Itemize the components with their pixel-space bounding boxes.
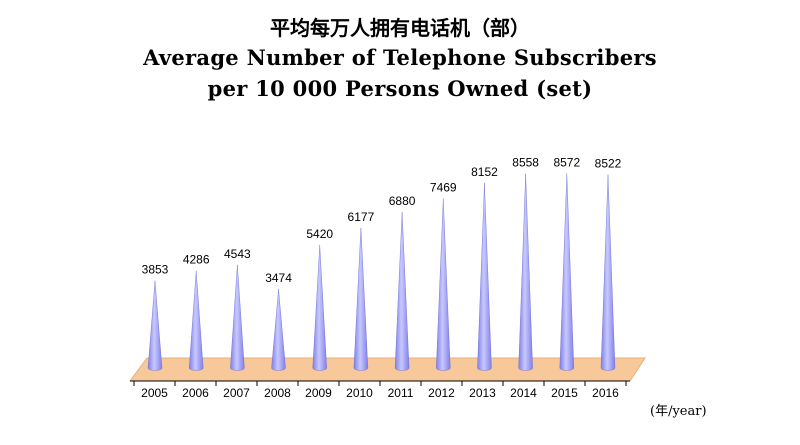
cone-bar <box>477 182 492 371</box>
x-tick-label: 2006 <box>182 386 209 400</box>
data-label: 8522 <box>595 157 622 171</box>
data-label: 3853 <box>142 263 169 277</box>
cone-bar-body <box>353 227 369 371</box>
x-tick-label: 2015 <box>551 386 578 400</box>
cone-bar-body <box>436 198 451 371</box>
chart-title-en-line2: per 10 000 Persons Owned (set) <box>207 76 593 101</box>
cone-bar <box>147 280 163 371</box>
data-label: 3474 <box>265 271 292 285</box>
data-label: 4543 <box>224 247 251 261</box>
chart-title-en-line1: Average Number of Telephone Subscribers <box>143 45 657 70</box>
cone-bar <box>312 244 327 371</box>
data-label: 7469 <box>430 180 457 194</box>
cone-bar-body <box>394 211 410 371</box>
cone-bar-body <box>518 173 533 371</box>
cone-bar-body <box>312 244 327 371</box>
chart-title-block: 平均每万人拥有电话机（部） Average Number of Telephon… <box>0 14 800 104</box>
x-tick-label: 2007 <box>223 386 250 400</box>
x-tick-label: 2011 <box>388 386 414 400</box>
x-tick-label: 2013 <box>469 386 496 400</box>
cone-bar-body <box>559 173 575 371</box>
x-axis-unit-label: (年/year) <box>650 404 707 419</box>
cone-bar <box>518 173 533 371</box>
x-tick-label: 2009 <box>305 386 332 400</box>
cone-bar <box>394 211 410 371</box>
cone-bar-body <box>230 264 245 371</box>
chart-title-zh: 平均每万人拥有电话机（部） <box>270 16 530 40</box>
cone-bar <box>600 174 616 371</box>
x-tick-label: 2012 <box>428 386 455 400</box>
cone-bar <box>559 173 575 371</box>
data-label: 6880 <box>389 194 416 208</box>
cone-bar-body <box>147 280 163 371</box>
data-label: 4286 <box>183 253 210 267</box>
x-tick-label: 2010 <box>346 386 373 400</box>
cone-bar <box>188 270 204 371</box>
cone-bar-body <box>188 270 204 371</box>
data-label: 8558 <box>512 156 539 170</box>
x-tick-label: 2014 <box>510 386 537 400</box>
x-tick-label: 2016 <box>592 386 619 400</box>
cone-bar <box>436 198 451 371</box>
cone-bar <box>271 289 286 371</box>
data-label: 6177 <box>348 210 375 224</box>
data-label: 8152 <box>471 165 498 179</box>
x-tick-label: 2008 <box>264 386 291 400</box>
cone-bar <box>353 227 369 371</box>
cone-bar <box>230 264 245 371</box>
cone-bar-body <box>477 182 492 371</box>
data-label: 8572 <box>553 155 580 169</box>
x-tick-label: 2005 <box>141 386 168 400</box>
data-label: 5420 <box>306 227 333 241</box>
cone-bar-body <box>600 174 616 371</box>
cone-bar-body <box>271 289 286 371</box>
